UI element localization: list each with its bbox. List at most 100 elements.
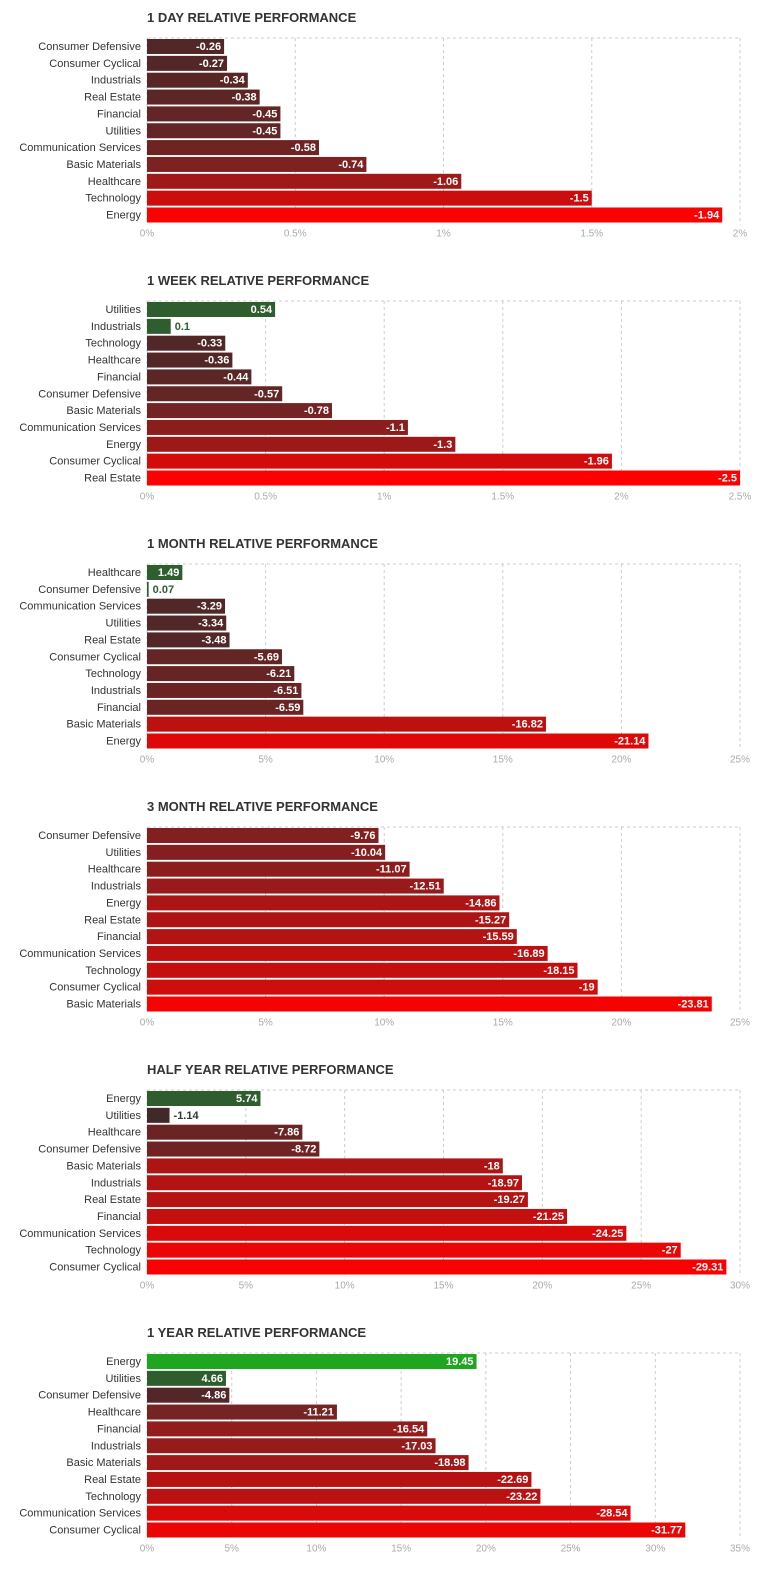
category-label: Technology (85, 965, 141, 977)
category-label: Real Estate (84, 1194, 141, 1206)
category-label: Communication Services (19, 142, 141, 154)
category-label: Energy (106, 1356, 141, 1368)
bar (147, 369, 252, 385)
value-label: 5.74 (236, 1093, 258, 1105)
value-label: -2.5 (718, 473, 737, 485)
category-label: Healthcare (88, 1407, 141, 1419)
category-label: Real Estate (84, 634, 141, 646)
value-label: -0.38 (232, 92, 257, 104)
tick-label: 5% (258, 1017, 273, 1028)
value-label: -0.78 (304, 405, 329, 417)
tick-label: 20% (532, 1280, 552, 1291)
value-label: 4.66 (202, 1373, 223, 1385)
grid (146, 1352, 741, 1540)
bar (147, 699, 304, 715)
chart-title: 1 MONTH RELATIVE PERFORMANCE (147, 536, 378, 551)
category-label: Technology (85, 338, 141, 350)
category-label: Industrials (91, 75, 142, 87)
category-label: Healthcare (88, 864, 141, 876)
bar (147, 1107, 170, 1123)
bar (147, 682, 302, 698)
chart-title: HALF YEAR RELATIVE PERFORMANCE (147, 1062, 394, 1077)
category-label: Communication Services (19, 1228, 141, 1240)
tick-label: 25% (730, 754, 750, 765)
bar (147, 666, 295, 682)
category-label: Consumer Defensive (38, 1144, 141, 1156)
bar (147, 716, 546, 732)
value-label: -12.51 (410, 881, 441, 893)
category-label: Financial (97, 108, 141, 120)
bar (147, 140, 319, 156)
category-label: Utilities (106, 1110, 142, 1122)
category-label: Basic Materials (66, 405, 141, 417)
category-label: Industrials (91, 685, 142, 697)
value-label: -0.57 (254, 388, 279, 400)
value-label: -21.25 (533, 1211, 564, 1223)
value-label: 1.49 (158, 567, 179, 579)
value-label: -27 (662, 1245, 678, 1257)
value-label: -9.76 (350, 830, 375, 842)
bar (147, 72, 248, 88)
category-label: Basic Materials (66, 159, 141, 171)
value-label: -0.45 (252, 125, 277, 137)
bar (147, 207, 723, 223)
category-label: Consumer Cyclical (49, 1525, 141, 1537)
value-label: -11.07 (376, 864, 407, 876)
category-label: Energy (106, 897, 141, 909)
bar-chart-half-year: Energy 5.74 Utilities -1.14 Healthcare -7.86 C… (19, 1089, 750, 1291)
value-label: -24.25 (592, 1228, 623, 1240)
value-label: -1.94 (694, 210, 720, 222)
value-label: -1.5 (570, 193, 589, 205)
category-label: Basic Materials (66, 1160, 141, 1172)
tick-label: 1.5% (491, 491, 514, 502)
value-label: -18 (484, 1160, 500, 1172)
bar (147, 1354, 477, 1369)
value-label: -6.59 (275, 702, 300, 714)
tick-label: 10% (374, 754, 394, 765)
bar (147, 649, 282, 665)
value-label: -6.21 (266, 668, 291, 680)
category-label: Basic Materials (66, 719, 141, 731)
value-label: -5.69 (254, 651, 279, 663)
category-label: Industrials (91, 1440, 142, 1452)
bar (147, 173, 462, 189)
value-label: 19.45 (446, 1356, 474, 1368)
category-label: Healthcare (88, 176, 141, 188)
category-label: Technology (85, 1245, 141, 1257)
bar-chart-1-month: Healthcare 1.49 Consumer Defensive 0.07 Comm… (19, 563, 750, 765)
tick-label: 0% (140, 228, 155, 239)
bar (147, 106, 281, 122)
bar (147, 912, 510, 928)
bar (147, 861, 410, 877)
category-label: Consumer Defensive (38, 388, 141, 400)
category-label: Financial (97, 371, 141, 383)
value-label: -0.45 (252, 108, 277, 120)
value-label: -1.96 (584, 456, 609, 468)
bar-chart-1-day: Consumer Defensive -0.26 Consumer Cyclical… (19, 37, 747, 239)
value-label: -18.97 (488, 1177, 519, 1189)
category-label: Industrials (91, 321, 142, 333)
bar-chart-3-month: Consumer Defensive -9.76 Utilities -10.04 He… (19, 826, 750, 1028)
chart-title: 3 MONTH RELATIVE PERFORMANCE (147, 799, 378, 814)
category-label: Real Estate (84, 473, 141, 485)
value-label: -0.44 (223, 371, 249, 383)
tick-label: 20% (611, 1017, 631, 1028)
tick-label: 25% (631, 1280, 651, 1291)
bar (147, 1124, 303, 1140)
bar (147, 1387, 230, 1403)
value-label: -16.54 (393, 1423, 425, 1435)
category-label: Technology (85, 1491, 141, 1503)
value-label: -10.04 (351, 847, 383, 859)
bar (147, 318, 171, 334)
value-label: 0.07 (153, 584, 174, 596)
tick-label: 30% (730, 1280, 750, 1291)
category-label: Healthcare (88, 1127, 141, 1139)
category-label: Industrials (91, 881, 142, 893)
value-label: -23.81 (678, 999, 709, 1011)
value-label: -29.31 (692, 1262, 723, 1274)
category-label: Basic Materials (66, 1457, 141, 1469)
category-label: Consumer Defensive (38, 584, 141, 596)
value-label: -23.22 (506, 1491, 537, 1503)
bar (147, 1175, 522, 1191)
value-label: -18.15 (543, 965, 574, 977)
